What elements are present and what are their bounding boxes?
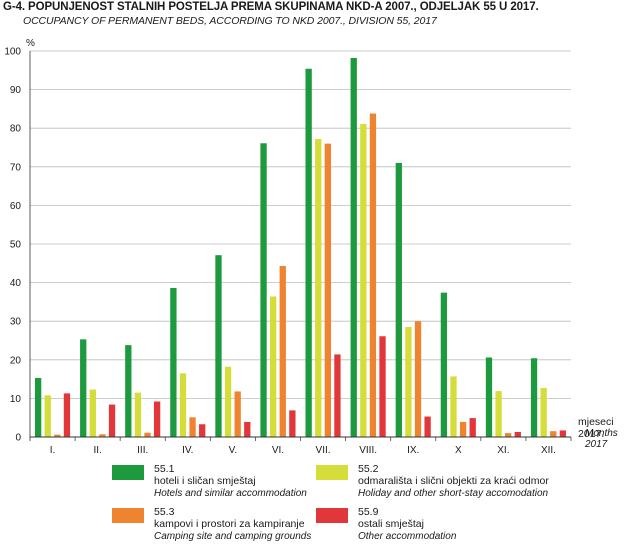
bar — [530, 358, 538, 437]
bar — [414, 321, 422, 437]
bar — [125, 345, 132, 437]
legend-code: 55.3 — [154, 506, 175, 518]
bar — [34, 377, 42, 437]
bar — [89, 389, 96, 437]
bar — [495, 391, 502, 437]
bar — [108, 404, 116, 437]
bar — [459, 421, 467, 437]
legend-label-en: Other accommodation — [358, 531, 457, 542]
legend-label-en: Holiday and other short-stay accomodatio… — [358, 488, 549, 499]
bar — [189, 417, 196, 437]
x-tick-label: III. — [137, 445, 148, 456]
bar — [369, 113, 377, 437]
y-tick-label: 100 — [4, 47, 21, 58]
x-axis-label: mjeseci 2017. — [578, 416, 614, 440]
x-tick-label: I. — [50, 445, 56, 456]
bar — [234, 391, 241, 437]
x-tick-label: VII. — [316, 445, 331, 456]
y-axis-label: % — [26, 38, 35, 49]
x-axis-label-en: Months 2017 — [585, 428, 618, 450]
bar — [279, 266, 286, 437]
x-tick-label: II. — [93, 445, 101, 456]
bar — [550, 431, 557, 437]
bar — [395, 162, 402, 437]
bar — [134, 392, 142, 437]
bar — [379, 336, 386, 437]
y-tick-label: 30 — [10, 317, 22, 328]
bar — [289, 410, 296, 437]
bar — [505, 433, 512, 437]
bar — [334, 354, 341, 437]
bar — [270, 296, 277, 437]
y-tick-label: 50 — [10, 240, 22, 251]
legend-label-en: Camping site and camping grounds — [154, 531, 312, 542]
legend-label-hr: hoteli i sličan smještaj — [154, 475, 256, 487]
y-tick-label: 20 — [10, 355, 22, 366]
y-tick-label: 40 — [10, 278, 22, 289]
bar — [424, 416, 431, 437]
legend-code: 55.9 — [358, 506, 379, 518]
y-tick-label: 60 — [10, 201, 22, 212]
y-tick-label: 70 — [10, 162, 22, 173]
x-tick-label: IX. — [407, 445, 419, 456]
chart-subtitle: OCCUPANCY OF PERMANENT BEDS, ACCORDING T… — [23, 15, 437, 27]
bar — [80, 339, 87, 437]
bar — [324, 143, 331, 437]
bar — [540, 387, 547, 437]
bar — [99, 434, 106, 437]
y-tick-label: 10 — [10, 394, 22, 405]
legend-swatch-55-1 — [112, 465, 144, 480]
bar — [360, 123, 367, 437]
bar — [144, 432, 151, 437]
x-tick-label: X — [455, 445, 462, 456]
legend-code: 55.2 — [358, 463, 379, 475]
bar — [305, 68, 312, 437]
bar — [514, 431, 521, 437]
bar — [179, 373, 187, 437]
x-tick-label: VI. — [272, 445, 284, 456]
bar — [44, 395, 51, 437]
legend-label-hr: kampovi i prostori za kampiranje — [154, 518, 305, 530]
legend-swatch-55-9 — [316, 508, 348, 523]
bar — [469, 418, 476, 437]
bar — [450, 376, 457, 437]
bar — [215, 255, 222, 437]
bar — [315, 139, 322, 437]
x-tick-label: VIII. — [359, 445, 377, 456]
bar — [244, 421, 251, 437]
legend-swatch-55-3 — [112, 508, 144, 523]
chart-title: G-4. POPUNJENOST STALNIH POSTELJA PREMA … — [3, 1, 539, 13]
bar — [153, 401, 161, 437]
x-tick-label: XI. — [497, 445, 509, 456]
x-tick-label: IV. — [182, 445, 193, 456]
legend-label-hr: odmarališta i slični objekti za kraći od… — [358, 475, 549, 487]
bar — [170, 288, 177, 437]
bar — [224, 366, 232, 437]
legend-code: 55.1 — [154, 463, 175, 475]
bar — [440, 292, 448, 437]
bar — [559, 430, 567, 437]
bar — [485, 357, 493, 437]
bar — [260, 143, 267, 437]
legend-label-en: Hotels and similar accommodation — [154, 488, 307, 499]
y-tick-label: 90 — [10, 85, 22, 96]
bar — [63, 393, 71, 437]
bar — [405, 326, 412, 437]
bar — [54, 434, 61, 437]
x-tick-label: V. — [229, 445, 238, 456]
y-tick-label: 0 — [15, 433, 21, 444]
legend-label-hr: ostali smještaj — [358, 518, 424, 530]
bar — [350, 57, 357, 437]
bar — [199, 424, 206, 437]
legend-swatch-55-2 — [316, 465, 348, 480]
x-tick-label: XII. — [541, 445, 556, 456]
y-tick-label: 80 — [10, 124, 22, 135]
